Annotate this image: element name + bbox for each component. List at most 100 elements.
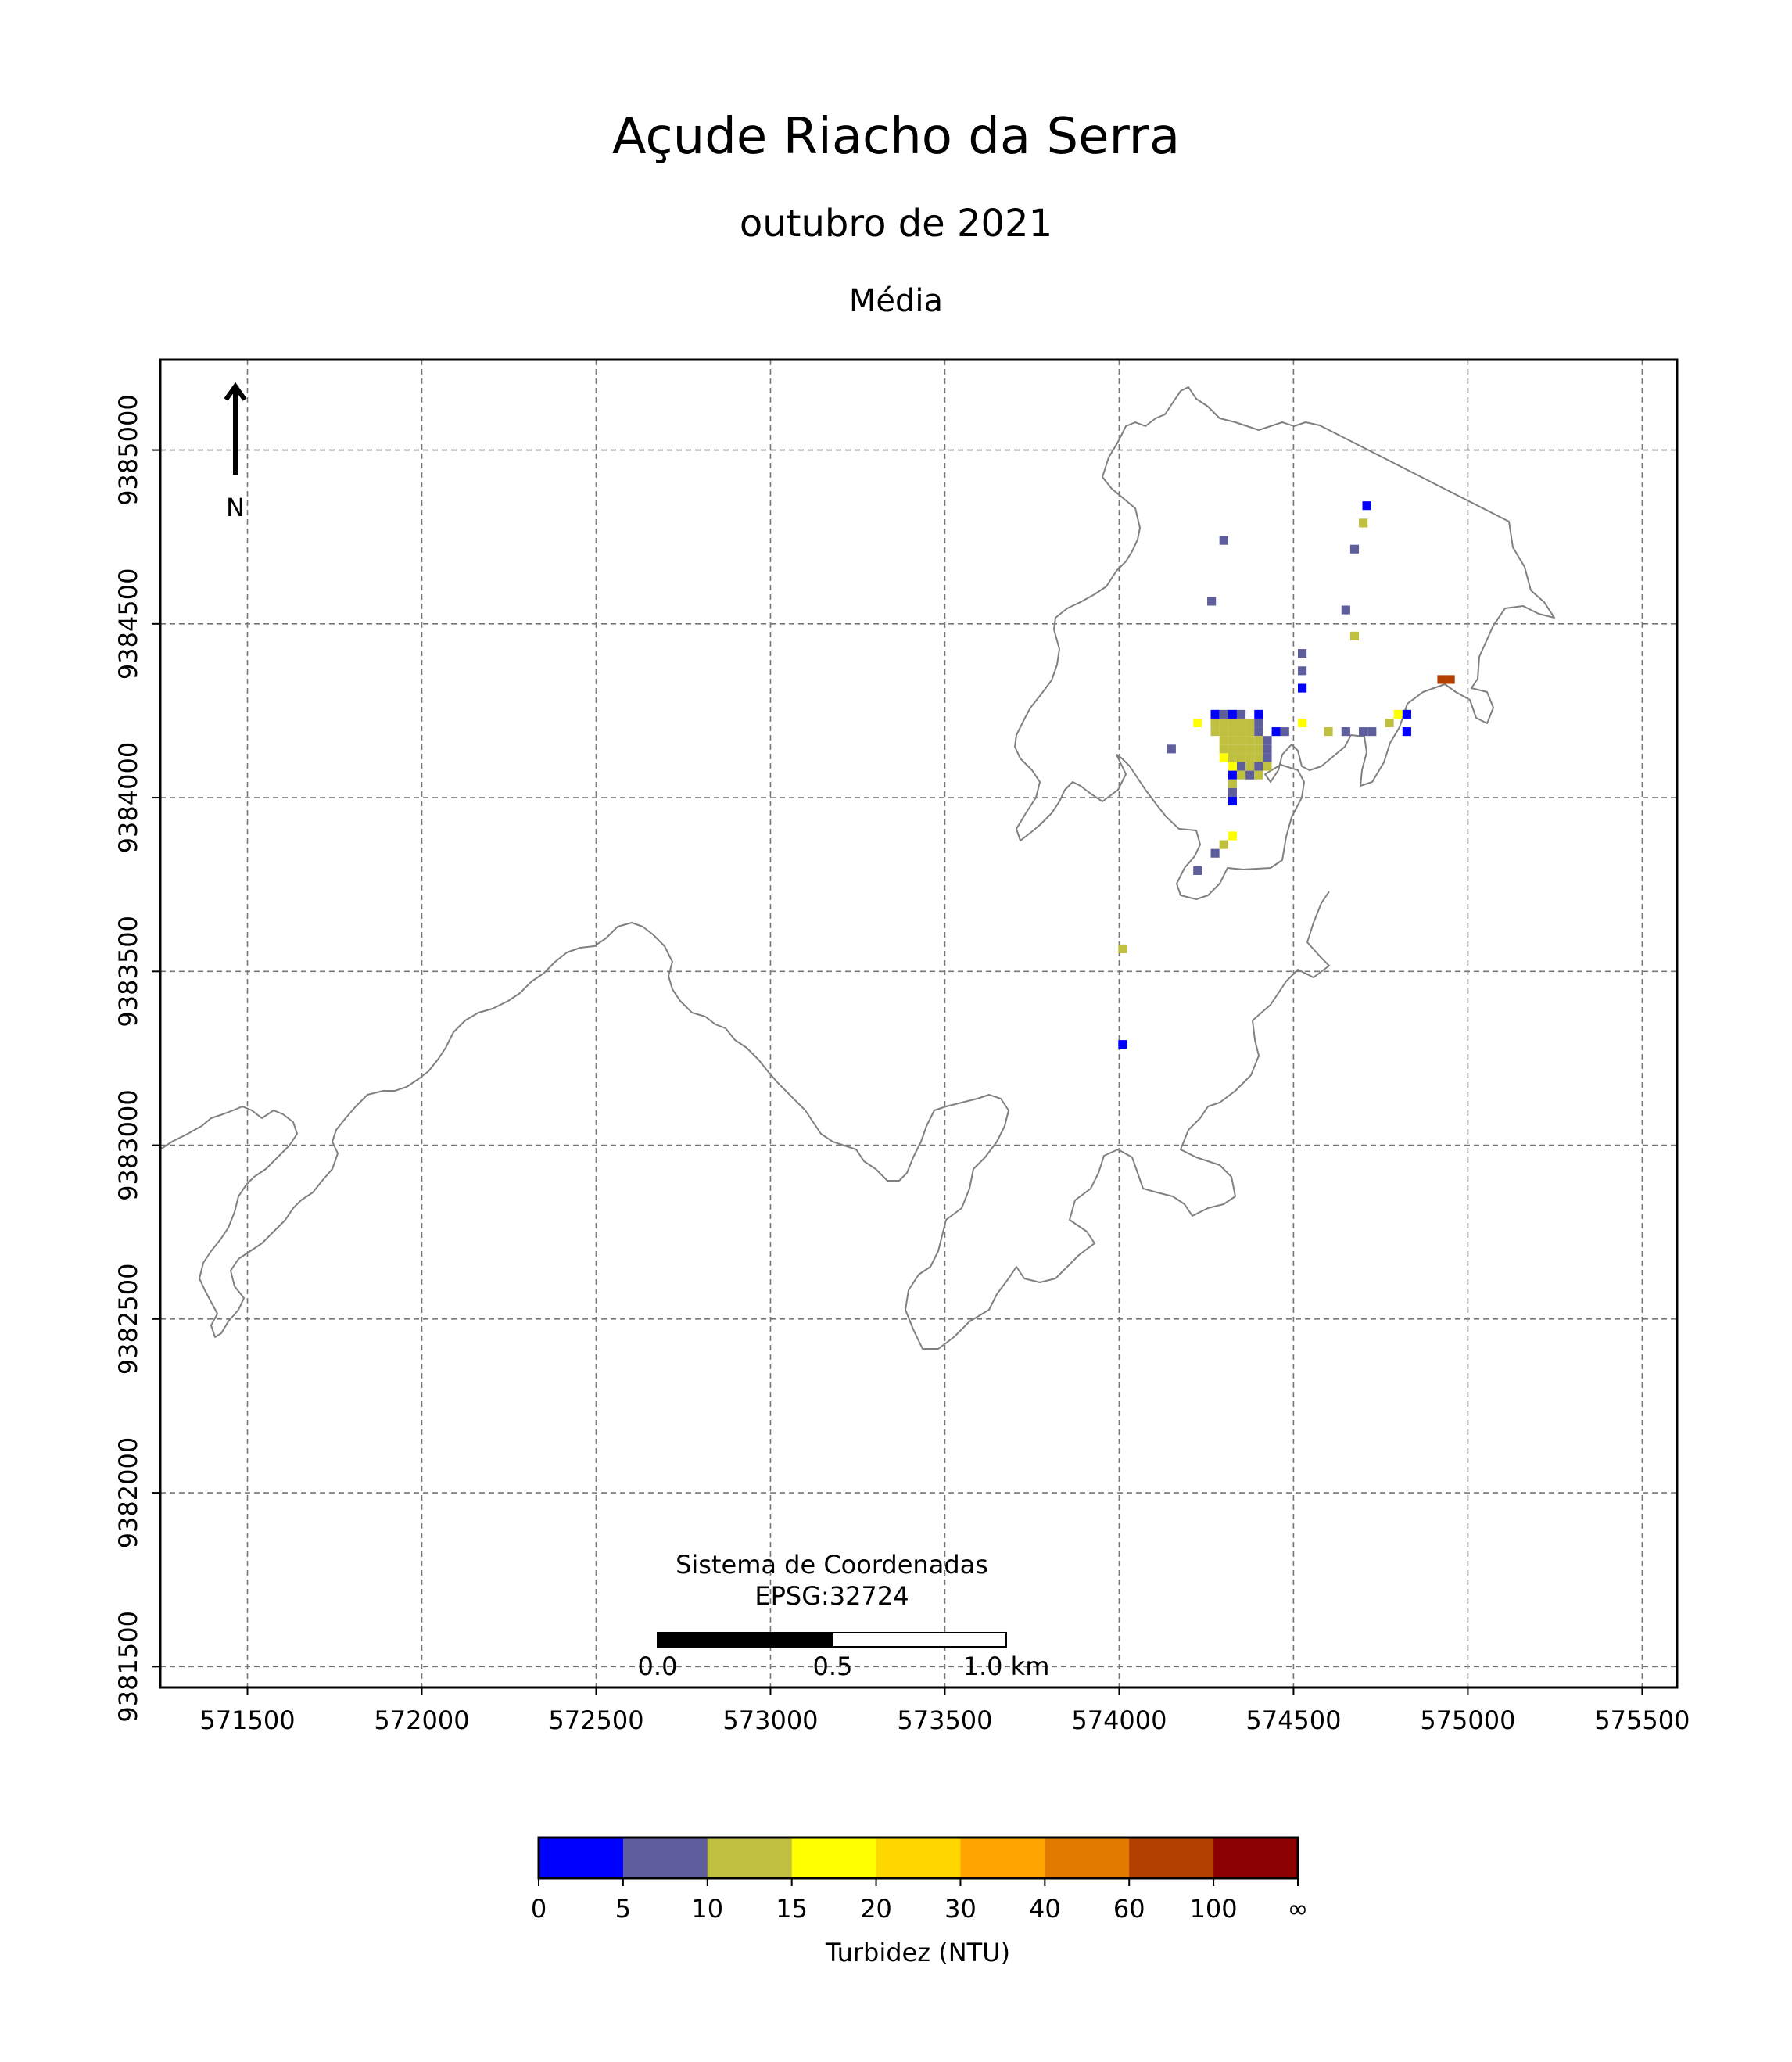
turbidity-pixel (1245, 718, 1255, 728)
turbidity-pixel (1254, 727, 1263, 737)
y-tick-label: 9381500 (113, 1611, 143, 1723)
reservoir-outline-west (160, 891, 1330, 1350)
y-tick-label: 9382000 (113, 1437, 143, 1549)
turbidity-pixel (1167, 744, 1176, 754)
map-plot-area (160, 360, 1677, 1687)
scale-bar-label-2: 1.0 km (963, 1651, 1050, 1681)
turbidity-pixel (1210, 848, 1220, 858)
turbidity-pixel (1228, 718, 1237, 728)
scale-bar-segment-dark (657, 1632, 833, 1648)
turbidity-pixel (1367, 727, 1377, 737)
turbidity-pixel (1236, 727, 1246, 737)
turbidity-pixel (1341, 605, 1350, 615)
turbidity-pixel (1228, 779, 1237, 788)
x-tick-label: 573000 (722, 1705, 818, 1735)
turbidity-pixel (1254, 744, 1263, 754)
turbidity-pixel (1393, 709, 1403, 719)
turbidity-pixel (1298, 718, 1307, 728)
turbidity-pixel (1228, 753, 1237, 762)
turbidity-pixel (1118, 944, 1127, 953)
turbidity-pixel (1254, 709, 1263, 719)
colorbar-tick-label: 40 (1029, 1894, 1061, 1924)
turbidity-raster (1118, 501, 1455, 1049)
turbidity-pixel (1219, 718, 1228, 728)
turbidity-pixel (1349, 631, 1360, 640)
turbidity-pixel (1254, 718, 1263, 728)
turbidity-pixel (1210, 709, 1220, 719)
colorbar-tick-label: ∞ (1288, 1894, 1309, 1924)
crs-label-line2: EPSG:32724 (754, 1581, 909, 1611)
x-tick-label: 575500 (1594, 1705, 1690, 1735)
colorbar-tick-label: 30 (944, 1894, 977, 1924)
colorbar-tick-label: 100 (1190, 1894, 1238, 1924)
turbidity-pixel (1236, 753, 1246, 762)
colorbar-segment (1213, 1838, 1299, 1878)
turbidity-pixel (1245, 744, 1255, 754)
turbidity-pixel (1219, 736, 1228, 745)
turbidity-pixel (1228, 744, 1237, 754)
colorbar-segment (960, 1838, 1045, 1878)
y-tick-label: 9382500 (113, 1264, 143, 1375)
turbidity-pixel (1219, 753, 1228, 762)
colorbar-segment (707, 1838, 793, 1878)
colorbar-label: Turbidez (NTU) (825, 1938, 1010, 1967)
colorbar-tick-label: 10 (691, 1894, 723, 1924)
colorbar-tick-label: 0 (531, 1894, 547, 1924)
scale-bar-segment-light (832, 1632, 1007, 1648)
turbidity-pixel (1280, 727, 1289, 737)
turbidity-pixel (1263, 736, 1272, 745)
turbidity-pixel (1245, 727, 1255, 737)
scale-bar: 0.0 0.5 1.0 km (638, 1632, 1050, 1681)
turbidity-pixel (1298, 649, 1307, 658)
turbidity-pixel (1228, 770, 1237, 780)
y-tick-label: 9383000 (113, 1089, 143, 1201)
map-frame (159, 358, 1679, 1689)
turbidity-pixel (1228, 709, 1237, 719)
y-tick-label: 9383500 (113, 916, 143, 1027)
reservoir-outline (1014, 386, 1555, 900)
turbidity-pixel (1219, 536, 1228, 545)
turbidity-pixel (1263, 744, 1272, 754)
x-tick-label: 574500 (1245, 1705, 1341, 1735)
map-title: Açude Riacho da Serra (611, 108, 1181, 166)
turbidity-pixel (1219, 727, 1228, 737)
colorbar-tick-label: 60 (1113, 1894, 1145, 1924)
map-statistic-label: Média (848, 283, 944, 319)
turbidity-pixel (1437, 675, 1446, 684)
y-tick-label: 9385000 (113, 394, 143, 506)
arrowhead-icon (224, 382, 247, 401)
turbidity-pixel (1359, 727, 1368, 737)
turbidity-pixel (1210, 718, 1220, 728)
turbidity-pixel (1341, 727, 1350, 737)
turbidity-pixel (1228, 736, 1237, 745)
turbidity-pixel (1236, 709, 1246, 719)
north-arrow-label: N (226, 493, 245, 522)
colorbar-segment (791, 1838, 877, 1878)
turbidity-pixel (1118, 1040, 1127, 1049)
coordinate-grid (160, 360, 1677, 1687)
turbidity-pixel (1298, 666, 1307, 676)
colorbar-segment (876, 1838, 961, 1878)
turbidity-pixel (1298, 683, 1307, 693)
colorbar-segment (1129, 1838, 1214, 1878)
turbidity-pixel (1245, 762, 1255, 771)
x-tick-label: 574000 (1071, 1705, 1167, 1735)
turbidity-pixel (1219, 744, 1228, 754)
turbidity-pixel (1210, 727, 1220, 737)
turbidity-pixel (1349, 544, 1360, 554)
turbidity-pixel (1228, 727, 1237, 737)
turbidity-pixel (1236, 718, 1246, 728)
turbidity-pixel (1254, 770, 1263, 780)
x-tick-label: 572000 (374, 1705, 469, 1735)
x-tick-label: 573500 (897, 1705, 992, 1735)
scale-bar-label-1: 0.5 (813, 1651, 853, 1681)
turbidity-pixel (1245, 753, 1255, 762)
colorbar-tick-label: 15 (776, 1894, 808, 1924)
turbidity-pixel (1193, 718, 1202, 728)
turbidity-pixel (1193, 866, 1202, 875)
y-tick-label: 9384500 (113, 568, 143, 680)
map-subtitle: outubro de 2021 (739, 202, 1053, 246)
turbidity-pixel (1236, 762, 1246, 771)
scale-bar-label-0: 0.0 (638, 1651, 678, 1681)
